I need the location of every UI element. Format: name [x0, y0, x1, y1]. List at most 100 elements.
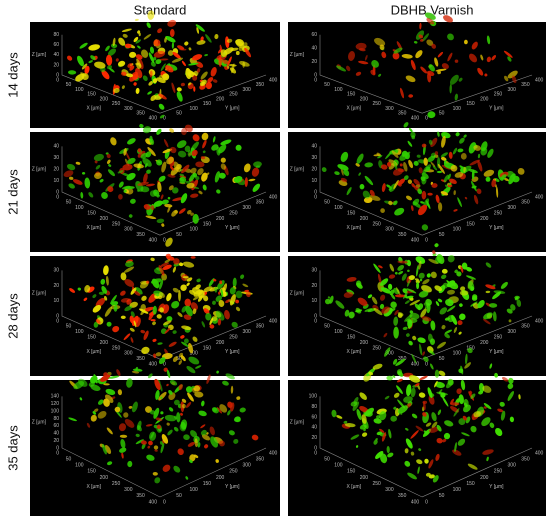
cell-cluster — [102, 443, 107, 455]
cell-cluster — [376, 431, 383, 436]
cell-cluster — [431, 43, 436, 49]
cell-cluster — [198, 190, 203, 195]
cell-cluster — [173, 465, 181, 473]
cell-cluster — [457, 320, 463, 326]
y-tick-label: 300 — [508, 205, 517, 211]
z-tick-label: 20 — [53, 283, 59, 289]
cell-cluster — [424, 12, 436, 20]
cell-cluster — [173, 258, 180, 265]
cell-cluster — [197, 442, 201, 448]
cell-cluster — [172, 51, 181, 59]
z-tick-label: 20 — [311, 167, 317, 173]
x-tick-label: 250 — [112, 481, 121, 487]
cell-cluster — [457, 197, 462, 207]
cell-cluster — [407, 442, 411, 448]
cell-cluster — [248, 178, 256, 182]
y-tick-label: 200 — [216, 475, 225, 481]
cell-cluster — [458, 77, 463, 82]
cell-cluster — [368, 371, 373, 376]
cell-cluster — [126, 172, 136, 181]
cell-cluster — [166, 422, 170, 426]
cell-cluster — [392, 168, 404, 176]
cell-cluster — [407, 179, 413, 184]
cell-cluster — [201, 321, 206, 328]
cell-cluster — [481, 417, 491, 427]
x-tick-label: 100 — [334, 329, 343, 335]
cell-cluster — [121, 28, 132, 33]
cell-cluster — [200, 424, 206, 429]
cell-cluster — [189, 289, 196, 295]
cell-cluster — [402, 326, 408, 331]
cell-cluster — [141, 49, 149, 58]
cell-cluster — [116, 369, 121, 377]
cell-cluster — [395, 287, 401, 296]
cell-cluster — [69, 176, 74, 180]
cell-cluster — [423, 356, 429, 362]
cell-cluster — [426, 303, 431, 314]
cell-cluster — [495, 427, 503, 437]
y-tick-label: 50 — [439, 356, 445, 362]
cell-cluster — [428, 474, 435, 479]
cell-cluster — [152, 471, 158, 476]
cell-cluster — [485, 262, 492, 268]
x-tick-label: 400 — [411, 238, 420, 244]
cell-cluster — [140, 440, 147, 445]
cell-cluster — [185, 305, 193, 317]
x-tick-label: 350 — [136, 356, 145, 362]
z-tick-label: 0 — [314, 189, 317, 195]
cell-cluster — [131, 315, 139, 327]
cell-cluster — [416, 154, 421, 158]
cell-cluster — [401, 54, 413, 59]
cell-cluster — [348, 311, 355, 319]
cell-cluster — [218, 300, 225, 307]
cell-cluster — [437, 131, 440, 137]
cell-cluster — [90, 55, 96, 61]
cell-cluster — [155, 417, 163, 422]
cell-cluster — [392, 375, 396, 379]
z-tick-label: 10 — [53, 298, 59, 304]
cell-cluster — [68, 417, 77, 422]
cell-cluster — [386, 446, 390, 454]
y-tick-label: 350 — [521, 324, 530, 330]
cell-cluster — [394, 294, 406, 298]
cell-cluster — [421, 143, 427, 148]
x-tick-label: 200 — [360, 216, 369, 222]
cell-cluster — [473, 145, 482, 151]
cell-cluster — [516, 299, 522, 307]
cell-cluster — [231, 321, 238, 328]
cell-cluster — [440, 392, 446, 398]
cell-cluster — [419, 278, 423, 282]
cell-cluster — [68, 183, 75, 189]
cell-cluster — [132, 368, 143, 372]
cell-cluster — [251, 434, 259, 441]
cell-cluster — [371, 296, 378, 305]
cell-cluster — [408, 159, 414, 169]
cell-cluster — [120, 272, 127, 281]
cell-cluster — [136, 420, 142, 431]
cell-cluster — [411, 135, 416, 140]
cell-cluster — [135, 54, 143, 60]
cell-cluster — [364, 308, 373, 312]
z-tick-label: 0 — [56, 445, 59, 451]
cell-cluster — [413, 41, 418, 44]
cell-cluster — [443, 432, 451, 440]
cell-cluster — [103, 265, 109, 276]
cell-cluster — [235, 290, 243, 299]
cell-cluster — [120, 298, 130, 303]
cell-cluster — [122, 33, 128, 38]
cell-cluster — [462, 415, 467, 421]
cell-cluster — [464, 39, 468, 45]
cell-cluster — [183, 338, 189, 344]
cell-cluster — [344, 423, 356, 428]
x-tick-label: 50 — [324, 456, 330, 462]
cell-cluster — [408, 127, 413, 133]
cell-cluster — [437, 298, 443, 303]
cell-cluster — [418, 260, 422, 270]
cell-cluster — [393, 406, 397, 410]
cell-cluster — [172, 187, 179, 194]
cell-cluster — [482, 385, 492, 393]
cell-cluster — [392, 200, 398, 206]
cell-cluster — [204, 444, 209, 449]
cell-cluster — [117, 170, 124, 174]
x-tick-label: 250 — [373, 481, 382, 487]
